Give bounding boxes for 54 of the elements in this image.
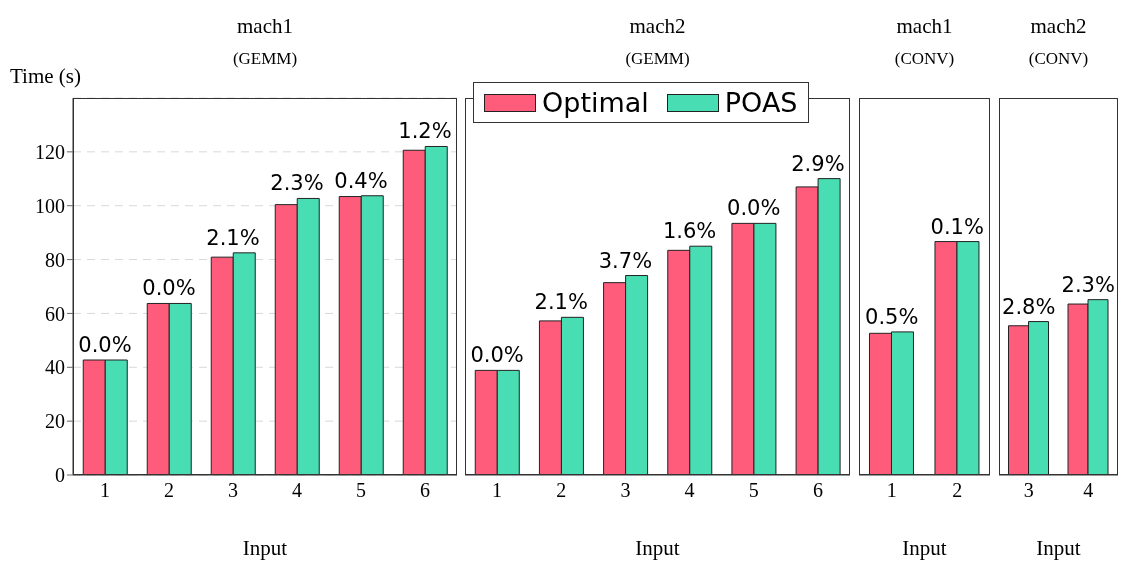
x-tick-label: 3 <box>228 479 238 502</box>
annotation: 0.5% <box>865 304 919 329</box>
x-axis-title: Input <box>634 536 681 561</box>
annotation: 2.1% <box>534 290 588 315</box>
x-axis-title: Input <box>1035 536 1082 561</box>
y-tick-label: 120 <box>35 140 65 163</box>
chart-title: mach1 <box>895 14 954 39</box>
y-tick-label: 100 <box>35 194 65 217</box>
x-tick-label: 1 <box>492 479 503 502</box>
x-tick-label: 4 <box>292 479 302 502</box>
annotation: 3.7% <box>598 248 653 273</box>
x-tick-label: 6 <box>812 479 823 502</box>
annotation: 2.8% <box>1002 294 1056 319</box>
annotation: 0.0% <box>142 276 196 301</box>
annotation: 0.0% <box>470 343 524 368</box>
annotation: 2.3% <box>1061 272 1115 297</box>
chart-title: mach2 <box>1029 14 1088 39</box>
annotation: 1.2% <box>398 119 452 144</box>
x-tick-label: 4 <box>684 479 695 502</box>
annotation: 0.0% <box>727 196 781 221</box>
chart-subtitle: (GEMM) <box>624 49 691 69</box>
x-tick-label: 2 <box>952 479 963 502</box>
annotation: 0.1% <box>930 214 984 239</box>
x-tick-label: 3 <box>1023 479 1034 502</box>
x-tick-label: 1 <box>886 479 897 502</box>
x-tick-label: 6 <box>420 479 430 502</box>
chart-title: mach2 <box>628 14 687 39</box>
legend-label: Optimal <box>542 87 649 118</box>
annotation: 0.4% <box>334 168 388 193</box>
y-axis-title: Time (s) <box>10 64 81 89</box>
y-tick-label: 60 <box>45 302 65 325</box>
x-tick-label: 5 <box>748 479 759 502</box>
x-tick-label: 2 <box>556 479 567 502</box>
chart-subtitle: (CONV) <box>1027 49 1090 69</box>
y-tick-label: 80 <box>45 248 65 271</box>
x-axis-title: Input <box>901 536 948 561</box>
chart-title: mach1 <box>236 14 294 39</box>
annotation: 0.0% <box>78 333 132 358</box>
x-tick-label: 5 <box>356 479 366 502</box>
x-tick-label: 2 <box>164 479 174 502</box>
annotation: 1.6% <box>662 219 717 244</box>
y-tick-label: 40 <box>45 356 65 379</box>
x-tick-label: 3 <box>620 479 631 502</box>
legend-label: POAS <box>724 87 798 118</box>
x-tick-label: 1 <box>100 479 110 502</box>
chart-subtitle: (GEMM) <box>232 49 298 68</box>
x-axis-title: Input <box>241 536 289 561</box>
chart-subtitle: (CONV) <box>893 49 956 69</box>
annotation: 2.3% <box>270 171 324 196</box>
annotation: 2.1% <box>206 225 260 250</box>
y-tick-label: 0 <box>55 464 65 487</box>
y-tick-label: 20 <box>45 410 65 433</box>
x-tick-label: 4 <box>1083 479 1094 502</box>
annotation: 2.9% <box>791 151 845 176</box>
